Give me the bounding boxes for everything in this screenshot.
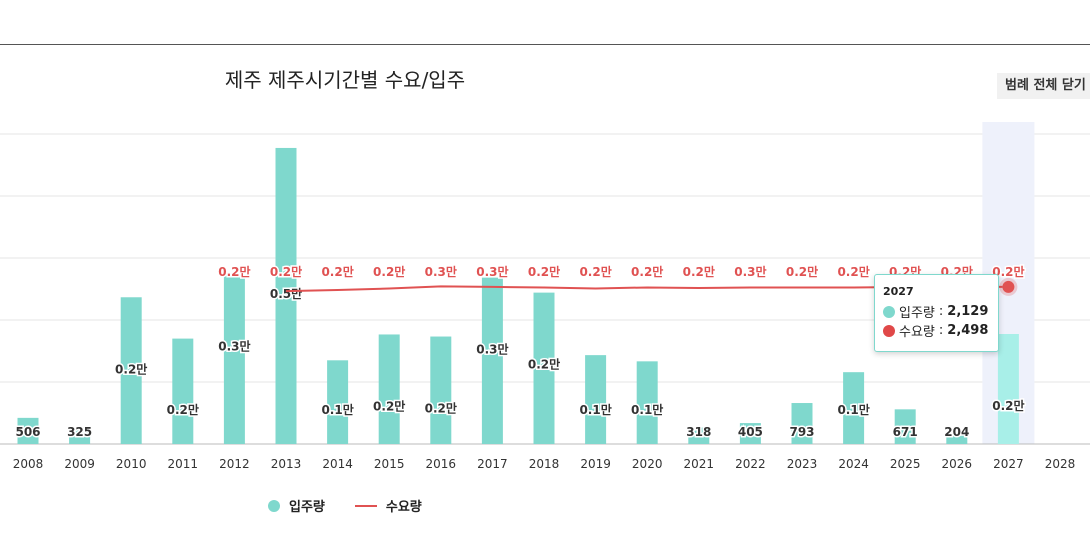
top-divider <box>0 44 1090 45</box>
bar-label-2022: 405 <box>738 425 763 439</box>
bar-2018 <box>533 292 555 444</box>
bar-label-2026: 204 <box>944 425 969 439</box>
demand-legend-line-icon <box>354 504 377 507</box>
tooltip-demand-colon: : <box>938 323 944 338</box>
x-tick-label-2024: 2024 <box>838 457 869 471</box>
x-tick-label-2017: 2017 <box>477 457 508 471</box>
bar-2012 <box>223 274 245 444</box>
demand-label-2020: 0.2만 <box>631 264 663 279</box>
bar-label-2015: 0.2만 <box>373 398 405 413</box>
legend-item-demand[interactable]: 수요량 <box>354 496 422 515</box>
x-tick-label-2014: 2014 <box>322 457 353 471</box>
bar-label-2017: 0.3만 <box>476 342 508 357</box>
demand-dot-icon <box>883 324 895 337</box>
tooltip-demand-label: 수요량 <box>899 325 935 340</box>
bar-2021 <box>688 427 710 444</box>
x-tick-label-2025: 2025 <box>890 457 921 471</box>
demand-label-2023: 0.2만 <box>786 264 818 279</box>
bar-2016 <box>430 336 452 444</box>
bar-2017 <box>481 277 503 444</box>
demand-label-2021: 0.2만 <box>683 264 715 279</box>
x-tick-label-2019: 2019 <box>580 457 611 471</box>
bar-2011 <box>172 338 194 444</box>
bar-2026 <box>946 433 968 444</box>
bar-label-2008: 506 <box>15 425 40 439</box>
demand-label-2015: 0.2만 <box>373 264 405 279</box>
bar-2013 <box>275 147 297 444</box>
x-tick-label-2015: 2015 <box>374 457 405 471</box>
x-tick-label-2020: 2020 <box>632 457 663 471</box>
bar-2010 <box>120 297 142 444</box>
bar-2008 <box>17 417 39 444</box>
x-tick-label-2021: 2021 <box>684 457 715 471</box>
x-tick-label-2010: 2010 <box>116 457 147 471</box>
bar-2020 <box>636 361 658 444</box>
demand-label-2027: 0.2만 <box>992 264 1024 279</box>
x-tick-label-2016: 2016 <box>426 457 457 471</box>
legend-item-supply[interactable]: 입주량 <box>268 496 325 515</box>
chart-tooltip: 2027 입주량: 2,129 수요량: 2,498 <box>874 274 999 352</box>
demand-label-2016: 0.3만 <box>425 264 457 279</box>
bar-label-2019: 0.1만 <box>579 402 611 417</box>
legend-supply-label: 입주량 <box>289 500 325 515</box>
x-tick-label-2013: 2013 <box>271 457 302 471</box>
demand-label-2017: 0.3만 <box>476 264 508 279</box>
bar-label-2018: 0.2만 <box>528 357 560 372</box>
x-tick-label-2026: 2026 <box>942 457 973 471</box>
bar-label-2013: 0.5만 <box>270 286 302 301</box>
bar-2015 <box>378 334 400 444</box>
bar-label-2011: 0.2만 <box>167 402 199 417</box>
tooltip-supply-label: 입주량 <box>899 306 935 321</box>
bar-label-2027: 0.2만 <box>992 398 1024 413</box>
chart-title: 제주 제주시기간별 수요/입주 <box>224 68 466 92</box>
bar-2014 <box>327 360 349 444</box>
bar-2024 <box>843 372 865 444</box>
tooltip-supply-value: 2,129 <box>947 304 989 319</box>
demand-label-2013: 0.2만 <box>270 264 302 279</box>
bar-label-2009: 325 <box>67 425 92 439</box>
demand-point-2027 <box>1002 280 1015 293</box>
bar-label-2021: 318 <box>686 425 711 439</box>
bar-label-2020: 0.1만 <box>631 402 663 417</box>
x-tick-label-2027: 2027 <box>993 457 1024 471</box>
bar-2027 <box>997 334 1019 444</box>
bar-2025 <box>894 409 916 444</box>
demand-label-2018: 0.2만 <box>528 264 560 279</box>
bar-label-2012: 0.3만 <box>218 339 250 354</box>
demand-label-2024: 0.2만 <box>837 264 869 279</box>
supply-dot-icon <box>883 305 895 318</box>
bar-label-2010: 0.2만 <box>115 361 147 376</box>
tooltip-supply-row: 입주량: 2,129 <box>883 302 990 321</box>
tooltip-supply-colon: : <box>938 304 944 319</box>
x-tick-label-2028: 2028 <box>1045 457 1076 471</box>
x-tick-label-2018: 2018 <box>529 457 560 471</box>
x-tick-label-2008: 2008 <box>13 457 44 471</box>
legend-toggle-button[interactable]: 범례 전체 닫기 <box>997 73 1090 99</box>
legend-demand-label: 수요량 <box>385 500 422 515</box>
x-tick-label-2009: 2009 <box>64 457 95 471</box>
demand-label-2014: 0.2만 <box>321 264 353 279</box>
demand-label-2012: 0.2만 <box>218 264 250 279</box>
x-tick-label-2023: 2023 <box>787 457 818 471</box>
bar-label-2023: 793 <box>789 425 814 439</box>
bar-label-2025: 671 <box>893 425 918 439</box>
demand-label-2022: 0.3만 <box>734 264 766 279</box>
x-tick-label-2011: 2011 <box>168 457 199 471</box>
x-tick-label-2022: 2022 <box>735 457 766 471</box>
tooltip-year: 2027 <box>883 285 914 298</box>
bar-label-2014: 0.1만 <box>321 402 353 417</box>
bar-2009 <box>69 427 91 444</box>
bar-2022 <box>739 423 761 444</box>
demand-label-2019: 0.2만 <box>579 264 611 279</box>
x-tick-label-2012: 2012 <box>219 457 250 471</box>
tooltip-demand-value: 2,498 <box>947 323 989 338</box>
bar-2019 <box>585 355 607 444</box>
bar-label-2024: 0.1만 <box>837 402 869 417</box>
bar-label-2016: 0.2만 <box>425 401 457 416</box>
supply-legend-dot-icon <box>268 499 280 512</box>
chart-legend: 입주량 수요량 <box>268 496 422 515</box>
bar-2023 <box>791 403 813 444</box>
tooltip-demand-row: 수요량: 2,498 <box>883 321 990 340</box>
